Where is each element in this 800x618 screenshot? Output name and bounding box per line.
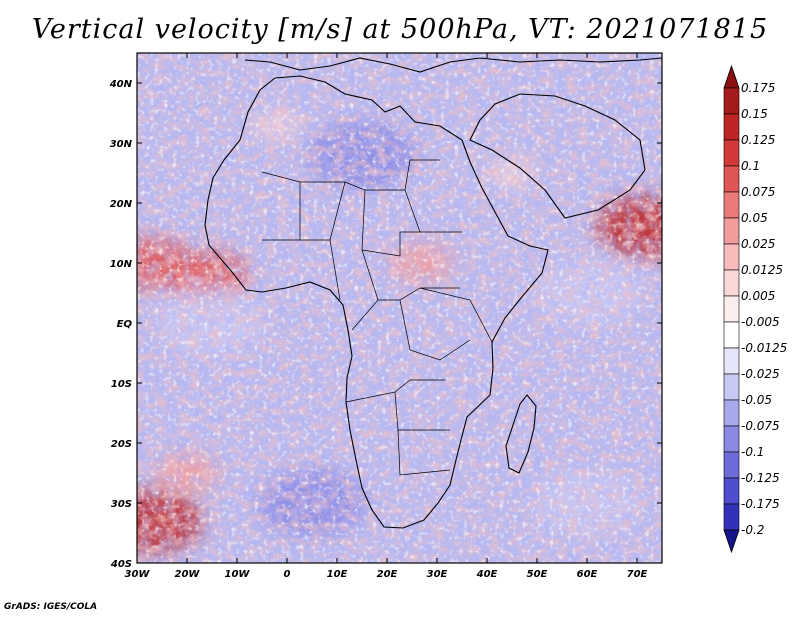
plot-frame bbox=[136, 52, 663, 564]
colorbar-swatch bbox=[723, 477, 740, 505]
colorbar-label: 0.125 bbox=[741, 133, 775, 147]
y-tick-label: 20S bbox=[111, 439, 132, 450]
colorbar-label: -0.175 bbox=[741, 497, 780, 511]
y-tick-label: 20N bbox=[110, 199, 133, 210]
colorbar-swatch bbox=[723, 87, 740, 115]
colorbar-swatch bbox=[723, 113, 740, 141]
europe-coastline bbox=[244, 57, 662, 73]
colorbar-swatch bbox=[723, 321, 740, 349]
colorbar-top-arrow bbox=[723, 64, 740, 89]
colorbar-label: 0.15 bbox=[741, 107, 768, 121]
x-tick-label: 10E bbox=[327, 569, 348, 580]
colorbar-swatch bbox=[723, 191, 740, 219]
colorbar-swatch bbox=[723, 373, 740, 401]
colorbar-swatch bbox=[723, 295, 740, 323]
colorbar-label: 0.0125 bbox=[741, 263, 783, 277]
colorbar-swatch bbox=[723, 425, 740, 453]
colorbar-label: 0.05 bbox=[741, 211, 768, 225]
y-tick-label: 30S bbox=[111, 499, 132, 510]
x-tick-label: 20W bbox=[175, 569, 201, 580]
colorbar-swatch bbox=[723, 165, 740, 193]
y-tick-label: 30N bbox=[110, 139, 133, 150]
y-tick-label: 10N bbox=[110, 259, 133, 270]
y-axis: 40N 30N 20N 10N EQ 10S 20S 30S 40S bbox=[109, 79, 662, 570]
colorbar-swatch bbox=[723, 139, 740, 167]
colorbar-swatch bbox=[723, 503, 740, 531]
credit-label: GrADS: IGES/COLA bbox=[4, 602, 98, 612]
colorbar-label: 0.075 bbox=[741, 185, 775, 199]
x-axis: 30W 20W 10W 0 10E 20E 30E 40E 50E 60E 70E bbox=[125, 53, 648, 580]
x-tick-label: 70E bbox=[627, 569, 648, 580]
x-tick-label: 20E bbox=[377, 569, 398, 580]
y-tick-label: 40S bbox=[110, 559, 132, 570]
colorbar-swatch bbox=[723, 269, 740, 297]
x-tick-label: 30E bbox=[427, 569, 448, 580]
colorbar-label: 0.175 bbox=[741, 81, 775, 95]
colorbar-swatch bbox=[723, 217, 740, 245]
x-tick-label: 30W bbox=[125, 569, 151, 580]
colorbar-label: 0.025 bbox=[741, 237, 775, 251]
colorbar-label: 0.005 bbox=[741, 289, 775, 303]
colorbar-swatch bbox=[723, 347, 740, 375]
colorbar-bottom-arrow bbox=[723, 529, 740, 554]
y-tick-label: 10S bbox=[111, 379, 132, 390]
madagascar-coastline bbox=[505, 394, 537, 474]
colorbar-label: -0.025 bbox=[741, 367, 780, 381]
colorbar-label: -0.125 bbox=[741, 471, 780, 485]
y-tick-label: 40N bbox=[109, 79, 133, 90]
colorbar-label: -0.075 bbox=[741, 419, 780, 433]
x-tick-label: 50E bbox=[527, 569, 548, 580]
colorbar-swatch bbox=[723, 451, 740, 479]
colorbar-label: -0.05 bbox=[741, 393, 772, 407]
x-tick-label: 10W bbox=[225, 569, 251, 580]
x-tick-label: 40E bbox=[476, 569, 498, 580]
colorbar-label: 0.1 bbox=[741, 159, 760, 173]
colorbar-label: -0.1 bbox=[741, 445, 764, 459]
field-texture bbox=[137, 53, 662, 563]
colorbar-label: -0.2 bbox=[741, 523, 764, 537]
velocity-field bbox=[137, 53, 662, 563]
colorbar-label: -0.0125 bbox=[741, 341, 787, 355]
africa-coastline bbox=[204, 75, 549, 529]
colorbar-swatch bbox=[723, 243, 740, 271]
x-tick-label: 60E bbox=[577, 569, 598, 580]
arabia-coastline bbox=[469, 93, 646, 219]
colorbar-label: -0.005 bbox=[741, 315, 780, 329]
x-tick-label: 0 bbox=[284, 569, 291, 580]
map-title: Vertical velocity [m/s] at 500hPa, VT: 2… bbox=[31, 14, 769, 45]
y-tick-label: EQ bbox=[117, 319, 133, 330]
coastlines bbox=[204, 57, 662, 529]
colorbar-swatch bbox=[723, 399, 740, 427]
colorbar: 0.175 0.15 0.125 0.1 0.075 0.05 0.025 0.0125 0.0… bbox=[723, 64, 787, 554]
internal-borders bbox=[261, 159, 493, 476]
